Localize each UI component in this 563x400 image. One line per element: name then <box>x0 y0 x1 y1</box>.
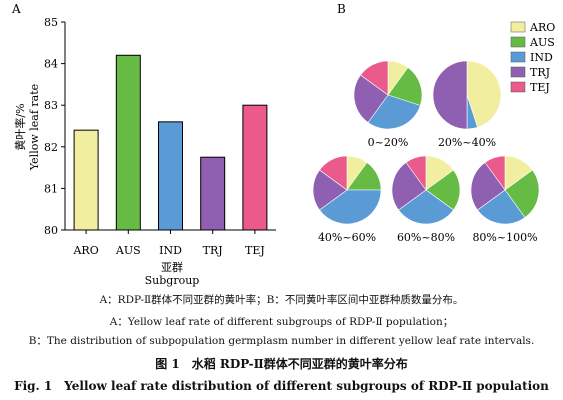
pie-chart: 0~20% <box>353 60 423 149</box>
y-tick-label: 81 <box>44 182 58 195</box>
pie-slice-ind <box>319 189 382 225</box>
x-tick-label: AUS <box>115 244 141 257</box>
pie-label: 80%~100% <box>472 231 537 244</box>
pie-slice-trj <box>470 162 506 211</box>
x-tick-label: TEJ <box>245 244 265 257</box>
pie-slice-aus <box>425 169 461 211</box>
x-axis-label-cn: 亚群 <box>161 260 183 274</box>
y-tick-label: 82 <box>44 141 58 154</box>
pie-slice-aus <box>387 67 423 106</box>
pie-slice-tej <box>319 155 348 191</box>
x-axis-label-en: Subgroup <box>145 274 200 287</box>
panel-a-label: A <box>11 2 21 16</box>
figure-title-en: Fig. 1 Yellow leaf rate distribution of … <box>14 379 549 393</box>
x-tick-label: IND <box>159 244 182 257</box>
bar-chart: 80 81 82 83 84 85 ARO AUS IND TRJ TEJ 黄叶率/% Yello… <box>13 16 276 287</box>
pie-slice-tej <box>484 155 506 191</box>
pie-slice-ind <box>398 189 454 225</box>
y-tick-label: 85 <box>44 16 58 29</box>
caption-line-2: A：Yellow leaf rate of different subgroup… <box>109 316 454 328</box>
legend-swatch-trj <box>510 66 526 78</box>
pie-label: 40%~60% <box>318 231 376 244</box>
legend-swatch-aro <box>510 21 526 33</box>
panel-b-label: B <box>337 2 346 16</box>
legend-swatch-aus <box>510 36 526 48</box>
pie-slice-tej <box>405 155 427 191</box>
bar-trj <box>200 156 226 231</box>
pie-slice-trj <box>312 169 348 211</box>
pie-chart: 40%~60% <box>312 155 382 244</box>
y-tick-label: 83 <box>44 99 58 112</box>
x-tick-label: TRJ <box>203 244 223 257</box>
x-tick-label: ARO <box>72 244 98 257</box>
y-axis-label-cn: 黄叶率/% <box>13 103 27 150</box>
pie-charts: 0~20% 20%~40% 40%~60% 60%~80% 80%~100% <box>312 60 540 244</box>
legend-label-ind: IND <box>530 51 553 64</box>
pie-slice-trj <box>391 162 427 211</box>
pie-slice-ind <box>477 189 526 225</box>
legend-label-tej: TEJ <box>530 81 550 94</box>
caption-line-3: B：The distribution of subpopulation germ… <box>28 335 535 347</box>
pie-chart: 80%~100% <box>470 155 540 244</box>
pie-slice-tej <box>360 60 389 96</box>
bar-ind <box>158 121 183 231</box>
caption-line-1: A：RDP-Ⅱ群体不同亚群的黄叶率；B：不同黄叶率区间中亚群种质数量分布。 <box>99 294 464 306</box>
pie-chart: 60%~80% <box>391 155 461 244</box>
legend: ARO AUS IND TRJ TEJ <box>510 21 555 94</box>
legend-swatch-ind <box>510 51 526 63</box>
pie-slice-aro <box>466 60 502 128</box>
legend-label-trj: TRJ <box>530 66 550 79</box>
y-tick-label: 80 <box>44 224 58 237</box>
pie-chart: 20%~40% <box>432 60 502 149</box>
pie-slice-aus <box>504 169 540 218</box>
legend-label-aus: AUS <box>529 36 555 49</box>
pie-label: 20%~40% <box>438 136 496 149</box>
legend-label-aro: ARO <box>529 21 555 34</box>
bar-aus <box>115 54 141 231</box>
legend-swatch-tej <box>510 81 526 93</box>
bar-aro <box>73 129 99 231</box>
bar-tej <box>242 104 268 231</box>
y-tick-label: 84 <box>44 58 58 71</box>
figure: A 80 81 82 83 84 85 ARO AUS IND TRJ TEJ 黄叶率/% Yel… <box>11 2 555 287</box>
pie-label: 60%~80% <box>397 231 455 244</box>
y-axis-label-en: Yellow leaf rate <box>28 84 41 171</box>
pie-label: 0~20% <box>368 136 409 149</box>
pie-slice-trj <box>353 74 389 123</box>
pie-slice-trj <box>432 60 468 130</box>
figure-title-cn: 图 1 水稻 RDP-Ⅱ群体不同亚群的黄叶率分布 <box>155 357 408 371</box>
pie-slice-ind <box>367 94 421 130</box>
